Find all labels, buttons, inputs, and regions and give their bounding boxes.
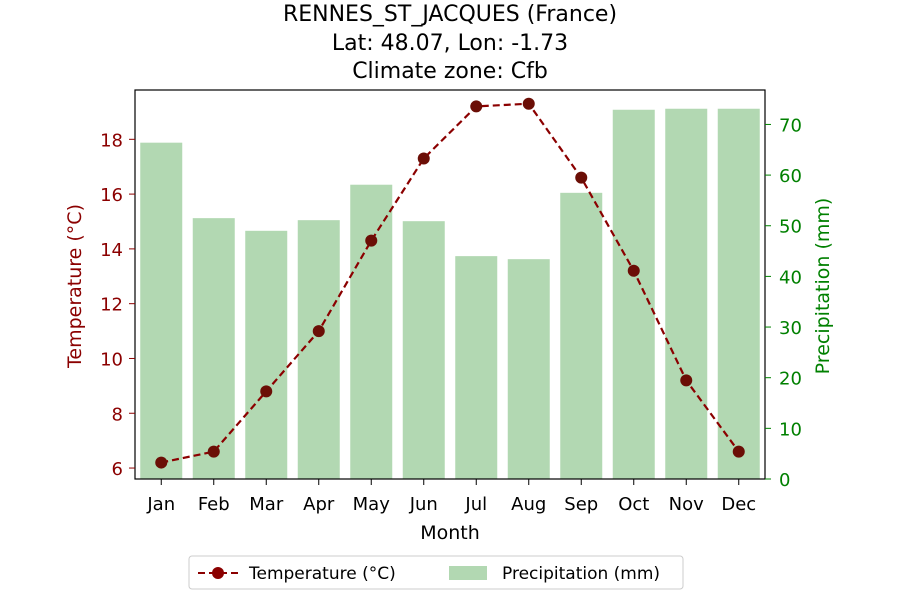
left-axis-label: Temperature (°C) (64, 204, 86, 369)
precipitation-bar-apr (297, 220, 340, 480)
precipitation-bar-aug (507, 259, 550, 479)
precipitation-bar-oct (612, 109, 655, 479)
x-axis: Jan Feb Mar Apr May Jun Jul Aug Sep Oct Nov Dec (146, 479, 756, 515)
temperature-point-jun (417, 152, 430, 165)
left-axis-tick-label: 14 (100, 240, 123, 261)
x-axis-tick-label: May (353, 494, 391, 515)
chart-title: RENNES_ST_JACQUES (France) Lat: 48.07, L… (283, 2, 617, 84)
x-axis-tick-label: Feb (198, 494, 230, 515)
x-axis-tick-label: Jul (464, 494, 487, 515)
right-axis-tick-label: 50 (779, 217, 802, 238)
x-axis-tick-label: Mar (249, 494, 284, 515)
left-axis-tick-label: 10 (100, 349, 123, 370)
temperature-point-jul (470, 100, 483, 113)
x-axis-tick-label: Sep (564, 494, 598, 515)
temperature-point-oct (627, 264, 640, 277)
left-axis-tick-label: 12 (100, 295, 123, 316)
temperature-point-apr (312, 325, 325, 338)
right-axis-tick-label: 60 (779, 166, 802, 187)
temperature-line (161, 102, 740, 464)
right-axis-tick-label: 0 (779, 470, 790, 491)
x-axis-tick-label: Nov (669, 494, 704, 515)
right-axis-tick-label: 20 (779, 369, 802, 390)
left-axis-tick-label: 16 (100, 185, 123, 206)
right-axis: 0 10 20 30 40 50 60 70 (765, 115, 802, 491)
chart-legend: Temperature (°C) Precipitation (mm) (188, 555, 684, 590)
legend-temperature-swatch-marker (212, 567, 224, 579)
precipitation-bars (140, 108, 760, 480)
right-axis-tick-label: 70 (779, 115, 802, 136)
temperature-point-nov (680, 374, 693, 387)
temperature-line-layer (155, 97, 745, 469)
precipitation-bar-dec (717, 108, 760, 480)
precipitation-bar-nov (665, 108, 708, 480)
x-axis-label: Month (420, 522, 480, 544)
x-axis-tick-label: Apr (303, 494, 335, 515)
precipitation-bar-jan (140, 142, 183, 480)
temperature-point-sep (575, 171, 588, 184)
chart-title-line-1: RENNES_ST_JACQUES (France) (283, 2, 617, 27)
x-axis-tick-label: Oct (618, 494, 649, 515)
chart-title-line-2: Lat: 48.07, Lon: -1.73 (332, 31, 568, 56)
left-axis-tick-label: 18 (100, 130, 123, 151)
legend-frame (188, 555, 684, 590)
temperature-point-may (365, 234, 378, 247)
temperature-point-dec (732, 445, 745, 458)
left-axis-tick-label: 6 (112, 459, 123, 480)
precipitation-bar-jul (455, 256, 498, 479)
precipitation-bar-sep (560, 192, 603, 480)
chart-title-line-3: Climate zone: Cfb (352, 59, 548, 84)
temperature-point-jan (155, 456, 168, 469)
right-axis-label: Precipitation (mm) (812, 198, 834, 375)
legend-precipitation-swatch (449, 566, 487, 580)
left-axis-tick-label: 8 (112, 404, 123, 425)
legend-temperature-label: Temperature (°C) (248, 564, 396, 584)
temperature-point-mar (260, 385, 273, 398)
plot-frame (134, 89, 766, 480)
legend-precipitation-label: Precipitation (mm) (502, 564, 660, 584)
x-axis-tick-label: Jan (146, 494, 175, 515)
precipitation-bar-may (350, 184, 393, 479)
temperature-point-aug (522, 97, 535, 110)
right-axis-tick-label: 40 (779, 267, 802, 288)
left-axis: 6 8 10 12 14 16 18 (100, 130, 135, 480)
precipitation-bar-mar (245, 230, 288, 479)
precipitation-bar-feb (192, 218, 235, 479)
x-axis-tick-label: Dec (721, 494, 756, 515)
right-axis-tick-label: 30 (779, 318, 802, 339)
x-axis-tick-label: Jun (409, 494, 438, 515)
x-axis-tick-label: Aug (511, 494, 546, 515)
right-axis-tick-label: 10 (779, 419, 802, 440)
precipitation-bar-jun (402, 221, 445, 479)
temperature-point-feb (207, 445, 220, 458)
